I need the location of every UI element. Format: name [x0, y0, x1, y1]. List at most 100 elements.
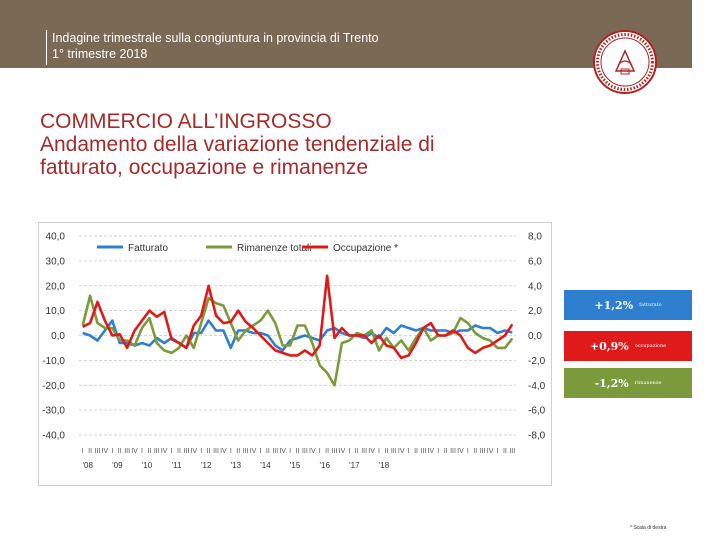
y-right-tick-label: -8,0 — [528, 431, 546, 442]
header-period: 1° trimestre 2018 — [52, 47, 148, 61]
badge-occupazione-label: occupazione — [634, 343, 667, 349]
x-quarter-tick-label: II — [177, 448, 181, 455]
x-quarter-tick-label: II — [266, 448, 270, 455]
header-divider — [46, 30, 47, 65]
x-year-tick-label: '11 — [172, 461, 182, 470]
y-left-tick-label: 30,0 — [46, 256, 66, 267]
badge-rimanenze-label: rimanenze — [634, 380, 662, 386]
x-year-tick-label: '10 — [142, 461, 153, 470]
y-right-tick-label: 6,0 — [528, 256, 542, 267]
x-year-tick-label: '08 — [82, 461, 93, 470]
x-quarter-tick-label: I — [111, 448, 113, 455]
x-year-tick-label: '14 — [260, 461, 271, 470]
x-quarter-tick-label: I — [378, 448, 380, 455]
x-quarter-tick-label: II — [384, 448, 388, 455]
badge-fatturato: +1,2% fatturato — [564, 290, 692, 320]
x-quarter-tick-label: I — [82, 448, 84, 455]
header-text: Indagine trimestrale sulla congiuntura i… — [52, 30, 379, 62]
x-quarter-tick-label: IV — [487, 448, 494, 455]
y-right-tick-label: -4,0 — [528, 381, 546, 392]
x-quarter-tick-label: III — [243, 448, 249, 455]
x-quarter-tick-label: II — [355, 448, 359, 455]
x-quarter-tick-label: III — [361, 448, 367, 455]
x-quarter-tick-label: II — [473, 448, 477, 455]
x-quarter-tick-label: I — [497, 448, 499, 455]
x-quarter-tick-label: III — [154, 448, 160, 455]
x-year-tick-label: '15 — [290, 461, 301, 470]
y-right-tick-label: 8,0 — [528, 232, 542, 243]
x-quarter-tick-label: III — [480, 448, 486, 455]
x-quarter-tick-label: II — [503, 448, 507, 455]
seal-logo — [593, 30, 657, 94]
title-line-2: Andamento della variazione tendenziale d… — [40, 133, 435, 156]
badge-rimanenze: -1,2% rimanenze — [564, 368, 692, 398]
slide-title: COMMERCIO ALL’INGROSSO Andamento della v… — [40, 110, 580, 179]
footnote: * Scala di destra — [630, 525, 667, 531]
x-quarter-tick-label: I — [319, 448, 321, 455]
x-quarter-tick-label: IV — [309, 448, 316, 455]
y-right-tick-label: -6,0 — [528, 406, 546, 417]
x-quarter-tick-label: II — [118, 448, 122, 455]
x-quarter-tick-label: IV — [190, 448, 197, 455]
y-left-tick-label: 40,0 — [46, 232, 66, 243]
x-quarter-tick-label: IV — [161, 448, 168, 455]
x-quarter-tick-label: III — [332, 448, 338, 455]
x-quarter-tick-label: I — [467, 448, 469, 455]
x-quarter-tick-label: I — [259, 448, 261, 455]
legend-label-1: Fatturato — [128, 243, 168, 254]
x-year-tick-label: '17 — [349, 461, 360, 470]
x-quarter-tick-label: III — [213, 448, 219, 455]
x-quarter-tick-label: II — [147, 448, 151, 455]
x-quarter-tick-label: II — [296, 448, 300, 455]
x-quarter-tick-label: I — [408, 448, 410, 455]
x-quarter-tick-label: II — [236, 448, 240, 455]
badge-occupazione: +0,9% occupazione — [564, 331, 692, 361]
badge-occupazione-value: +0,9% — [589, 339, 629, 353]
header-survey-title: Indagine trimestrale sulla congiuntura i… — [52, 31, 379, 45]
x-quarter-tick-label: I — [348, 448, 350, 455]
x-quarter-tick-label: IV — [250, 448, 257, 455]
series-line-3 — [82, 274, 514, 360]
x-quarter-tick-label: IV — [131, 448, 138, 455]
y-right-tick-label: -2,0 — [528, 356, 546, 367]
x-quarter-tick-label: IV — [428, 448, 435, 455]
title-line-3: fatturato, occupazione e rimanenze — [40, 156, 369, 179]
title-sector: COMMERCIO ALL’INGROSSO — [40, 110, 332, 133]
x-quarter-tick-label: III — [272, 448, 278, 455]
x-quarter-tick-label: I — [437, 448, 439, 455]
x-quarter-tick-label: I — [200, 448, 202, 455]
x-quarter-tick-label: III — [302, 448, 308, 455]
y-left-tick-label: -20,0 — [42, 381, 65, 392]
series-line-2 — [81, 294, 514, 387]
x-quarter-tick-label: III — [509, 448, 515, 455]
x-quarter-tick-label: II — [207, 448, 211, 455]
x-year-tick-label: '12 — [201, 461, 212, 470]
x-quarter-tick-label: III — [420, 448, 426, 455]
x-year-tick-label: '13 — [231, 461, 242, 470]
y-left-tick-label: 10,0 — [46, 306, 66, 317]
x-quarter-tick-label: II — [444, 448, 448, 455]
x-quarter-tick-label: II — [414, 448, 418, 455]
x-quarter-tick-label: IV — [220, 448, 227, 455]
badge-fatturato-label: fatturato — [639, 302, 662, 308]
x-quarter-tick-label: III — [95, 448, 101, 455]
x-quarter-tick-label: II — [88, 448, 92, 455]
x-quarter-tick-label: I — [171, 448, 173, 455]
x-quarter-tick-label: III — [450, 448, 456, 455]
y-right-tick-label: 2,0 — [528, 306, 542, 317]
x-quarter-tick-label: IV — [368, 448, 375, 455]
x-quarter-tick-label: I — [230, 448, 232, 455]
y-left-tick-label: -10,0 — [42, 356, 65, 367]
header-bar — [0, 0, 692, 68]
x-quarter-tick-label: II — [325, 448, 329, 455]
x-quarter-tick-label: III — [391, 448, 397, 455]
x-quarter-tick-label: IV — [398, 448, 405, 455]
legend-label-2: Rimanenze totali — [237, 243, 311, 254]
x-quarter-tick-label: I — [141, 448, 143, 455]
y-left-tick-label: -30,0 — [42, 406, 65, 417]
legend-label-3: Occupazione * — [333, 243, 398, 254]
x-quarter-tick-label: III — [183, 448, 189, 455]
badge-rimanenze-value: -1,2% — [594, 376, 629, 390]
x-quarter-tick-label: IV — [457, 448, 464, 455]
x-quarter-tick-label: IV — [279, 448, 286, 455]
